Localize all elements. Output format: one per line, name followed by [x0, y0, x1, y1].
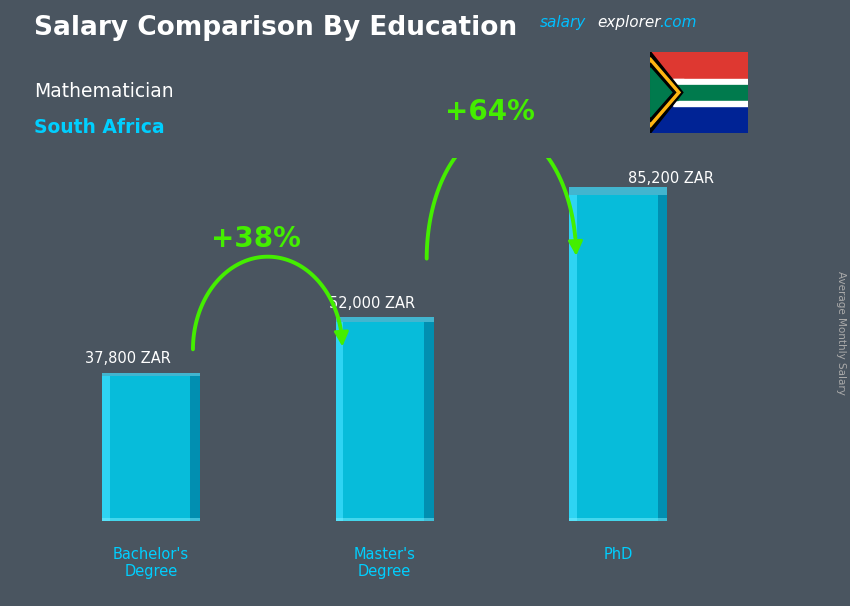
Polygon shape	[673, 79, 748, 84]
Bar	[336, 317, 434, 322]
Polygon shape	[650, 58, 680, 127]
Text: Mathematician: Mathematician	[34, 82, 173, 101]
Text: 52,000 ZAR: 52,000 ZAR	[328, 296, 415, 311]
Text: Master's
Degree: Master's Degree	[354, 547, 416, 579]
Text: Bachelor's
Degree: Bachelor's Degree	[113, 547, 189, 579]
Polygon shape	[650, 52, 683, 133]
Text: Salary Comparison By Education: Salary Comparison By Education	[34, 15, 517, 41]
Bar	[102, 376, 110, 521]
Bar	[424, 322, 434, 521]
Bar	[570, 195, 577, 521]
Polygon shape	[674, 106, 748, 133]
Text: .com: .com	[659, 15, 696, 30]
Text: Average Monthly Salary: Average Monthly Salary	[836, 271, 846, 395]
Bar	[336, 322, 434, 521]
Polygon shape	[650, 68, 672, 117]
Bar	[102, 518, 200, 521]
Bar	[190, 376, 200, 521]
Bar	[658, 195, 667, 521]
Text: salary: salary	[540, 15, 586, 30]
Bar	[336, 518, 434, 521]
Bar	[570, 518, 667, 521]
Text: +38%: +38%	[211, 225, 301, 253]
Text: 85,200 ZAR: 85,200 ZAR	[627, 171, 714, 186]
Bar	[336, 322, 343, 521]
Bar	[570, 195, 667, 521]
Text: +64%: +64%	[445, 98, 535, 126]
Text: PhD: PhD	[604, 547, 633, 562]
Text: explorer: explorer	[598, 15, 661, 30]
Polygon shape	[674, 52, 748, 79]
Polygon shape	[650, 79, 748, 106]
Polygon shape	[650, 85, 748, 100]
Bar	[102, 373, 200, 376]
Text: 37,800 ZAR: 37,800 ZAR	[85, 351, 172, 365]
Bar	[570, 187, 667, 195]
Polygon shape	[650, 63, 676, 122]
Polygon shape	[673, 101, 748, 106]
Polygon shape	[650, 52, 748, 79]
Bar	[102, 376, 200, 521]
Polygon shape	[650, 106, 748, 133]
Text: South Africa: South Africa	[34, 118, 165, 137]
